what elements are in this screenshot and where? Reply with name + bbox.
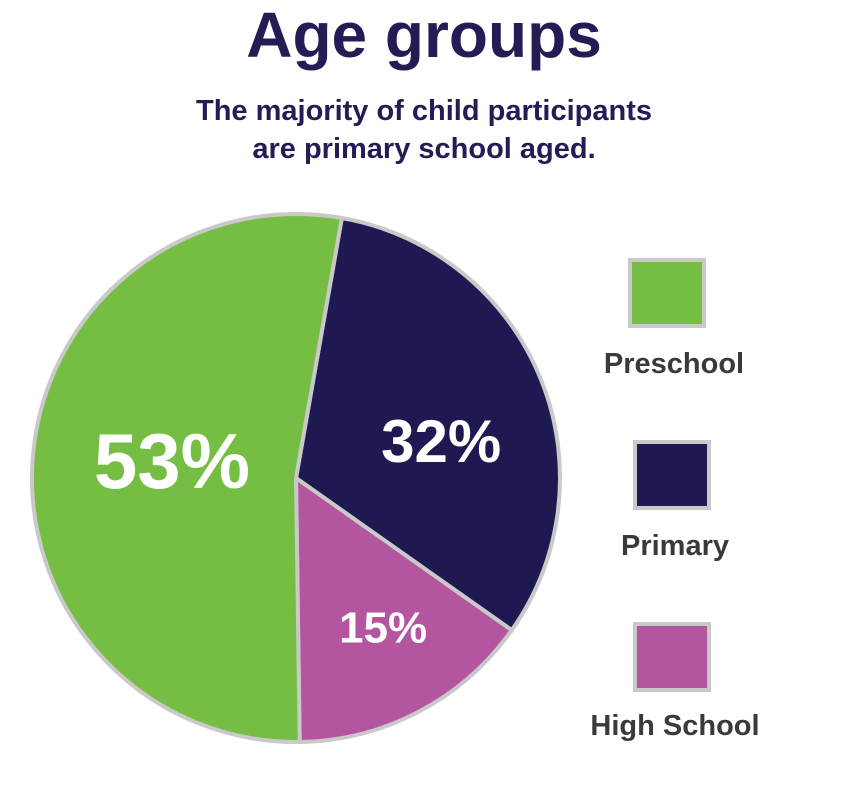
legend-label-primary: Primary xyxy=(620,530,729,562)
subtitle-line-2: are primary school aged. xyxy=(252,133,596,165)
pie-chart: 32% 15% 53% xyxy=(30,212,562,744)
pie-slice-preschool xyxy=(30,212,344,744)
slice-label-high-school: 15% xyxy=(339,604,427,653)
legend-swatch-primary xyxy=(633,440,711,510)
pie-slice-high-school xyxy=(294,476,514,744)
legend-label-preschool: Preschool xyxy=(603,348,745,380)
slice-label-primary: 32% xyxy=(381,408,501,475)
pie-slice-primary xyxy=(294,216,562,633)
legend-swatch-preschool xyxy=(628,258,706,328)
slice-label-preschool: 53% xyxy=(94,417,250,505)
chart-title: Age groups xyxy=(246,0,602,71)
chart-subtitle: The majority of child participants are p… xyxy=(0,92,848,168)
legend-swatch-high-school xyxy=(633,622,711,692)
legend-label-high-school: High School xyxy=(590,710,760,742)
subtitle-line-1: The majority of child participants xyxy=(195,95,652,127)
